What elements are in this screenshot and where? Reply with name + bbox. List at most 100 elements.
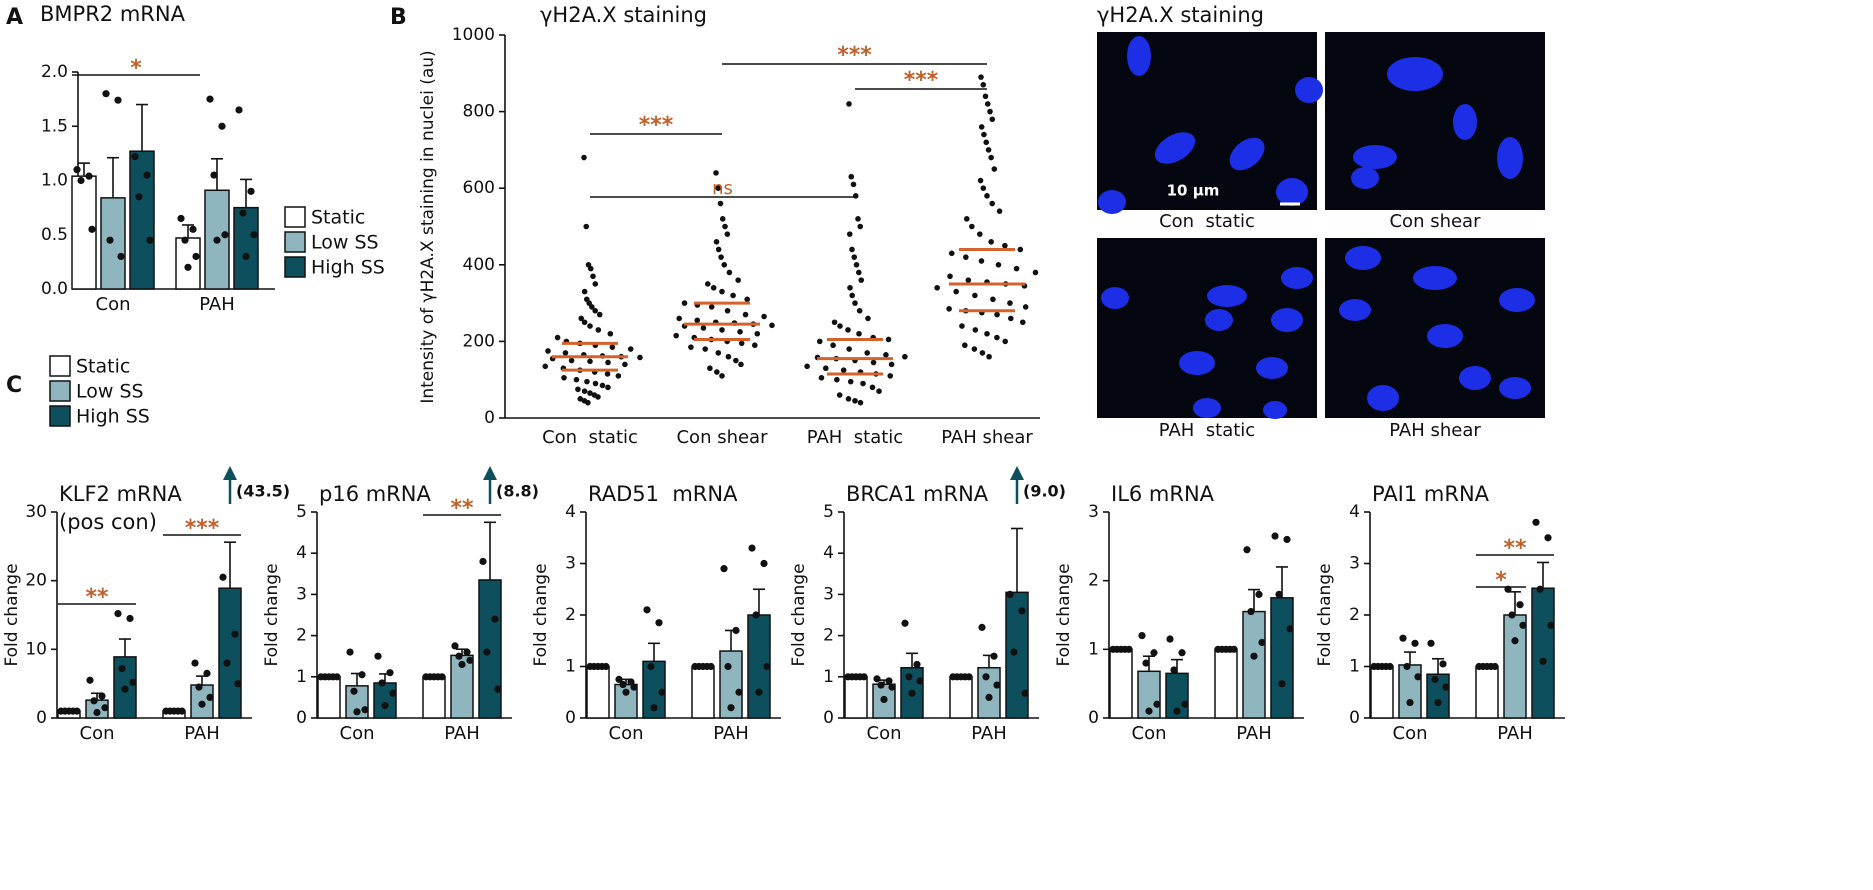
data-point xyxy=(206,95,214,103)
data-point xyxy=(592,380,599,387)
data-point xyxy=(615,373,622,379)
y-tick-label: 3 xyxy=(565,554,576,574)
bar xyxy=(1214,648,1238,719)
data-point xyxy=(1442,683,1450,691)
y-axis-label: Fold change xyxy=(262,563,282,666)
data-point xyxy=(836,392,843,398)
chart-title: BRCA1 mRNA xyxy=(846,482,989,506)
bar xyxy=(100,197,126,290)
data-point xyxy=(491,615,499,623)
data-point xyxy=(732,626,740,635)
y-axis-label: Intensity of γH2A.X staining in nuclei (… xyxy=(418,50,438,403)
legend-swatch xyxy=(49,405,71,427)
data-point xyxy=(622,361,628,368)
data-point xyxy=(545,348,551,354)
data-point xyxy=(1243,546,1251,554)
data-point xyxy=(1286,625,1294,633)
y-tick-label: 0 xyxy=(823,708,834,728)
data-point xyxy=(980,81,987,88)
x-tick-label: PAH static xyxy=(807,427,903,448)
data-point xyxy=(738,361,744,368)
data-point xyxy=(818,374,825,381)
data-point xyxy=(595,394,601,400)
data-point xyxy=(837,323,843,329)
legend-label: Low SS xyxy=(76,381,144,403)
y-tick-label: 1 xyxy=(823,667,834,687)
data-point xyxy=(860,673,868,681)
data-point xyxy=(619,680,627,689)
data-point xyxy=(1153,700,1161,708)
data-point xyxy=(1010,648,1018,656)
data-point xyxy=(727,704,735,712)
significance-label: ns xyxy=(712,178,733,199)
y-tick-label: 1 xyxy=(1088,639,1099,659)
data-point xyxy=(979,350,986,356)
data-point xyxy=(1491,662,1499,671)
y-tick-label: 400 xyxy=(463,255,495,275)
data-point xyxy=(88,225,96,233)
bar xyxy=(1531,587,1555,719)
data-point xyxy=(710,284,717,291)
data-point xyxy=(986,353,992,360)
x-tick-label: Con xyxy=(96,294,131,315)
data-point xyxy=(704,281,711,287)
data-point xyxy=(738,340,745,347)
data-point xyxy=(605,384,611,391)
data-point xyxy=(1138,632,1146,640)
annotation: (9.0) xyxy=(1023,482,1066,501)
data-point xyxy=(804,363,810,370)
data-point xyxy=(1145,707,1153,715)
data-point xyxy=(959,323,965,329)
data-point xyxy=(977,177,984,184)
data-point xyxy=(114,610,122,618)
data-point xyxy=(192,252,200,261)
y-tick-label: 3 xyxy=(1349,554,1360,574)
data-point xyxy=(1283,535,1291,544)
y-tick-label: 30 xyxy=(25,502,47,522)
micrograph-label: Con static xyxy=(1159,211,1255,232)
x-tick-label: Con xyxy=(609,723,644,744)
data-point xyxy=(885,336,892,343)
data-point xyxy=(722,223,728,230)
legend-label: Static xyxy=(311,207,365,229)
x-tick-label: PAH xyxy=(199,294,235,315)
data-point xyxy=(984,330,990,337)
bar xyxy=(586,665,610,719)
chart-title: γH2A.X staining xyxy=(540,3,707,27)
data-point xyxy=(1150,649,1158,657)
data-point xyxy=(1250,652,1258,660)
y-tick-label: 0.0 xyxy=(41,279,68,299)
data-point xyxy=(1414,673,1422,681)
y-tick-label: 3 xyxy=(1088,502,1099,522)
data-point xyxy=(700,325,707,331)
bar xyxy=(1270,597,1294,719)
data-point xyxy=(1544,534,1552,542)
data-point xyxy=(855,216,861,222)
data-point xyxy=(592,307,599,314)
panel-label: B xyxy=(390,5,407,30)
data-point xyxy=(581,319,588,326)
data-point xyxy=(1007,300,1013,306)
data-point xyxy=(599,382,606,389)
data-point xyxy=(647,662,655,671)
data-point xyxy=(191,659,199,667)
data-point xyxy=(852,193,859,199)
data-point xyxy=(719,216,726,222)
data-point xyxy=(1403,662,1411,671)
data-point xyxy=(198,700,206,708)
y-tick-label: 4 xyxy=(296,543,307,563)
data-point xyxy=(1431,675,1439,683)
data-point xyxy=(851,254,858,260)
data-point xyxy=(106,236,114,244)
data-point xyxy=(604,371,611,377)
data-point xyxy=(719,373,725,379)
x-tick-label: Con xyxy=(80,723,115,744)
data-point xyxy=(754,330,761,337)
data-point xyxy=(694,317,701,324)
data-point xyxy=(865,315,871,322)
data-point xyxy=(135,193,143,201)
y-tick-label: 3 xyxy=(823,584,834,604)
bar xyxy=(691,665,715,719)
data-point xyxy=(876,388,882,394)
